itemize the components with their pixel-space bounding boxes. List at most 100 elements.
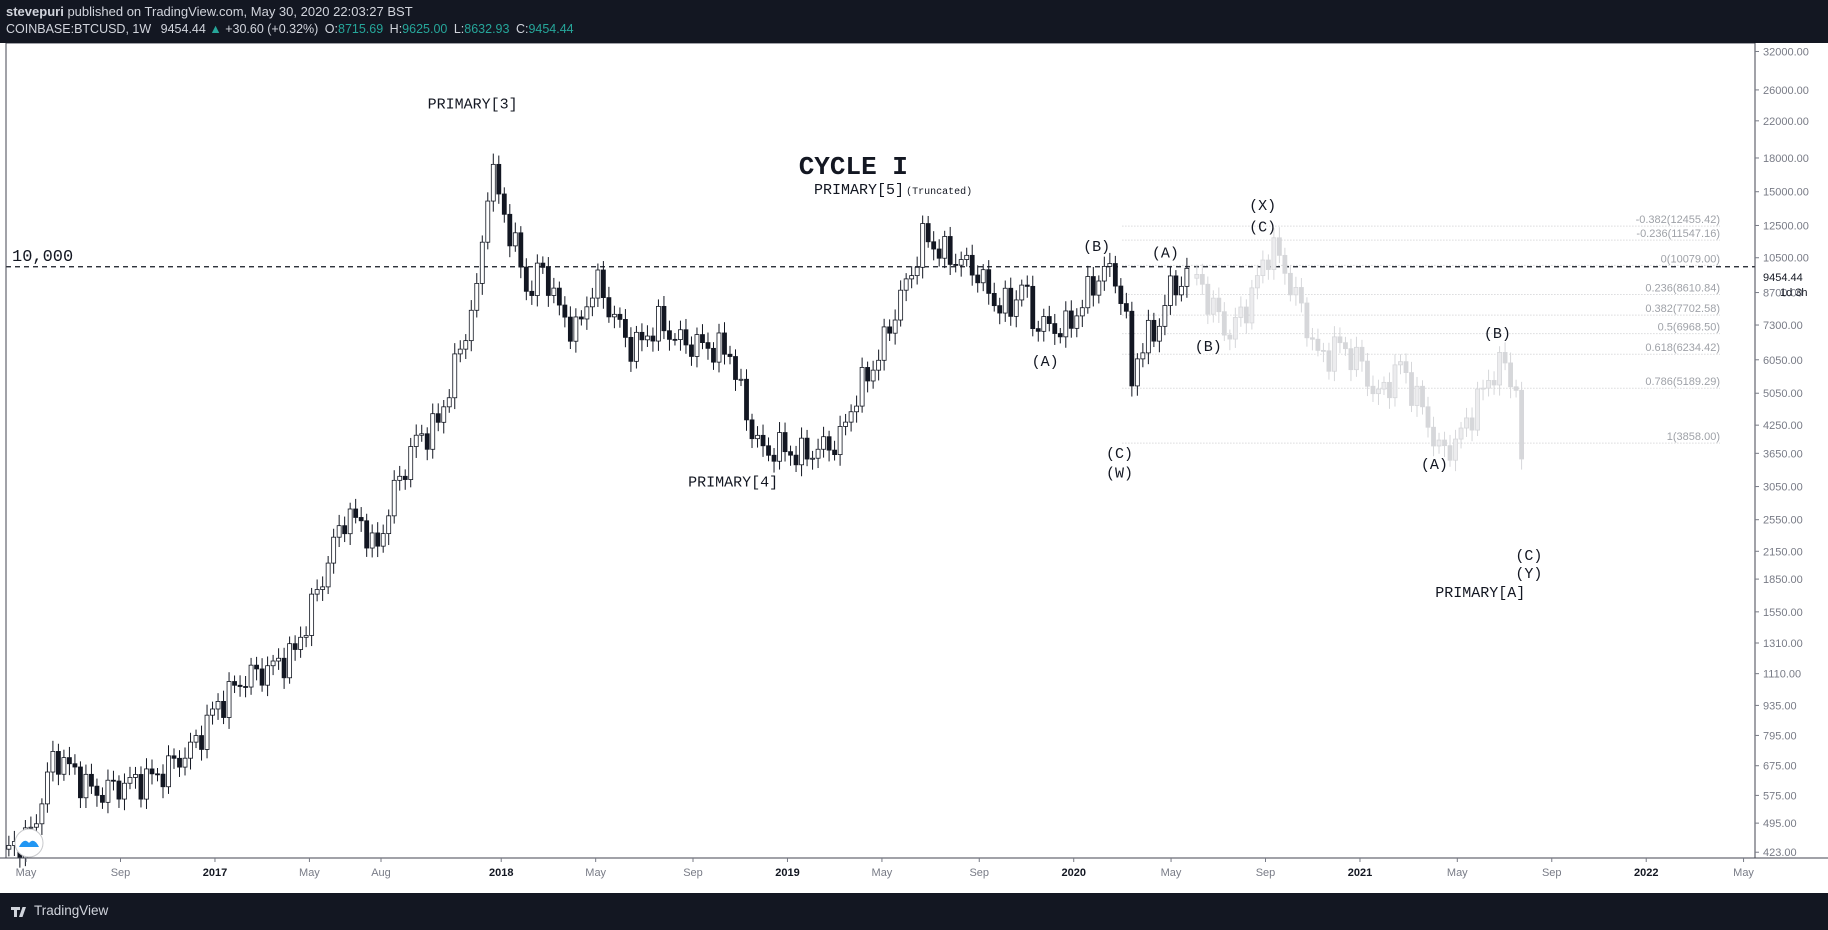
fib-retracement[interactable]: -0.382(12455.42) -0.236(11547.16) 0(10079.…: [1122, 214, 1720, 444]
candle-body: [534, 262, 540, 296]
time-axis[interactable]: May Sep 2017 May Aug 2018 May Sep 2019 May Sep 2020…: [0, 857, 1828, 879]
candle-body: [634, 331, 639, 362]
price-tick-label: 8700.00: [1763, 288, 1803, 300]
time-tick-label: May: [872, 867, 893, 879]
projected-candle-body: [1326, 350, 1332, 372]
candle-body: [1145, 319, 1151, 354]
open-label: O:: [324, 22, 338, 36]
candle-series: [6, 153, 1190, 868]
projected-candle-body: [1254, 275, 1260, 289]
candle-body: [903, 278, 909, 291]
projected-candle-body: [1414, 385, 1420, 406]
projected-candle-body: [1475, 388, 1480, 431]
candle-body: [100, 794, 105, 803]
candle-body: [28, 826, 34, 829]
candle-body: [815, 448, 821, 459]
candle-body: [1085, 276, 1091, 309]
chart-area[interactable]: -0.382(12455.42) -0.236(11547.16) 0(10079.…: [0, 42, 1828, 893]
projected-candle-body: [1232, 317, 1238, 340]
projected-candle-body: [1508, 362, 1513, 388]
candle-body: [826, 436, 832, 451]
last-price-label: 9454.44: [1763, 272, 1803, 284]
candle-body: [111, 779, 116, 782]
candle-body: [391, 479, 397, 517]
candle-body: [210, 708, 215, 716]
projected-candle-body: [1265, 259, 1271, 270]
candle-body: [468, 309, 474, 342]
price-tick-label: 5050.00: [1763, 388, 1803, 400]
candle-body: [1167, 275, 1173, 306]
candle-body: [6, 844, 12, 850]
candle-body: [1184, 267, 1190, 287]
candle-body: [947, 236, 953, 265]
publisher-username[interactable]: stevepuri: [6, 4, 64, 19]
candle-body: [876, 359, 882, 371]
candle-body: [1123, 303, 1129, 312]
candle-body: [986, 269, 992, 294]
projected-candle-body: [1216, 297, 1222, 313]
time-tick-label: 2017: [203, 867, 227, 879]
projected-candle-body: [1436, 439, 1442, 447]
candle-body: [1118, 285, 1124, 304]
footer-brand[interactable]: TradingView: [34, 903, 109, 918]
time-tick-label: May: [16, 867, 37, 879]
candle-body: [452, 353, 458, 399]
projected-candle-body: [1287, 272, 1293, 296]
candle-body: [733, 356, 738, 380]
high-value: 9625.00: [402, 22, 448, 36]
candle-body: [518, 232, 524, 268]
price-tick-label: 423.00: [1763, 847, 1797, 859]
projected-candle-body: [1398, 361, 1403, 366]
candle-body: [848, 411, 854, 423]
candle-body: [496, 163, 502, 195]
candle-body: [243, 686, 248, 688]
projected-candle-body: [1293, 287, 1299, 296]
candle-body: [523, 266, 529, 292]
price-axis[interactable]: 32000.00 26000.00 22000.00 18000.00 15000.00…: [5, 42, 1828, 893]
candle-body: [490, 163, 496, 202]
projected-candle-body: [1365, 360, 1370, 387]
candle-body: [1057, 333, 1063, 338]
candle-body: [171, 755, 177, 759]
price-tick-label: 3050.00: [1763, 482, 1803, 494]
projected-candle-body: [1282, 254, 1288, 274]
projected-candle-body: [1249, 287, 1255, 324]
fib-level-label: -0.236(11547.16): [1636, 228, 1720, 240]
candle-body: [573, 316, 579, 342]
symbol-label[interactable]: COINBASE:BTCUSD, 1W: [6, 22, 152, 36]
price-chart[interactable]: -0.382(12455.42) -0.236(11547.16) 0(10079.…: [0, 42, 1828, 893]
candle-body: [1156, 325, 1162, 342]
time-tick-label: Sep: [1256, 867, 1276, 879]
candle-body: [777, 432, 782, 462]
candle-body: [325, 562, 331, 588]
publish-details: published on TradingView.com, May 30, 20…: [67, 4, 413, 19]
candle-body: [975, 274, 981, 284]
projected-candle-body: [1221, 311, 1227, 336]
candle-body: [562, 304, 568, 318]
projected-candle-body: [1210, 297, 1216, 315]
tradingview-logo-icon[interactable]: [10, 902, 28, 920]
candle-body: [89, 773, 94, 787]
price-tick-label: 4250.00: [1763, 420, 1803, 432]
candle-body: [358, 517, 364, 522]
low-label: L:: [453, 22, 465, 36]
candle-body: [78, 766, 83, 799]
fib-level-label: 0.618(6234.42): [1645, 342, 1720, 354]
wave-label: PRIMARY[5]: [814, 182, 904, 199]
candle-body: [215, 701, 221, 710]
candle-body: [292, 643, 298, 650]
candle-body: [188, 741, 193, 759]
candle-body: [700, 334, 705, 343]
time-tick-label: 2020: [1061, 867, 1085, 879]
projected-candle-body: [1442, 439, 1447, 447]
projected-candle-body: [1464, 417, 1469, 429]
horizontal-line[interactable]: 10,000: [6, 248, 1755, 268]
projected-candle-body: [1376, 388, 1381, 395]
candle-body: [116, 780, 122, 800]
candle-body: [980, 269, 986, 284]
candle-body: [1030, 285, 1036, 330]
candle-body: [1151, 319, 1157, 342]
level-10000-label: 10,000: [12, 248, 73, 267]
price-tick-label: 10500.00: [1763, 253, 1809, 265]
